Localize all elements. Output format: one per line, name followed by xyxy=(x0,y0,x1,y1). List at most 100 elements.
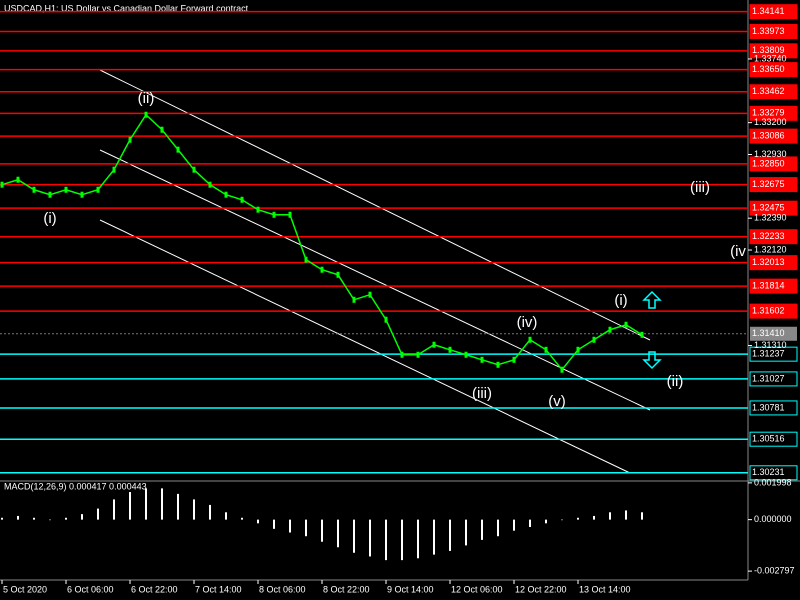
price-bar xyxy=(608,326,612,333)
price-bar xyxy=(400,351,404,358)
macd-bar xyxy=(97,508,99,520)
x-tick-label: 13 Oct 14:00 xyxy=(579,584,631,594)
level-label: 1.30516 xyxy=(752,434,785,444)
macd-bar xyxy=(65,517,67,520)
level-label-box xyxy=(749,177,798,193)
up-arrow xyxy=(642,290,662,309)
macd-bar xyxy=(225,512,227,520)
price-bar xyxy=(416,351,420,358)
level-label: 1.33809 xyxy=(752,45,785,55)
macd-bar xyxy=(625,510,627,520)
y-tick-label: 1.32930 xyxy=(754,149,787,159)
level-label-box xyxy=(749,465,798,481)
level-label: 1.33086 xyxy=(752,130,785,140)
macd-bar xyxy=(577,517,579,520)
macd-bar xyxy=(241,517,243,520)
macd-bar xyxy=(465,519,467,546)
price-bar xyxy=(0,181,4,188)
macd-bar xyxy=(513,519,515,531)
macd-bar xyxy=(209,504,211,520)
price-bar xyxy=(336,271,340,278)
x-tick-label: 8 Oct 06:00 xyxy=(259,584,306,594)
macd-bar xyxy=(33,517,35,520)
price-bar xyxy=(432,341,436,348)
macd-bar xyxy=(129,492,131,520)
level-label-box xyxy=(749,156,798,172)
price-bar xyxy=(256,206,260,213)
macd-bar xyxy=(369,519,371,557)
channel-line xyxy=(99,69,651,341)
level-label-box xyxy=(749,303,798,319)
price-bar xyxy=(160,126,164,133)
level-label-box xyxy=(749,62,798,78)
y-tick-label: 1.31310 xyxy=(754,340,787,350)
y-tick-label: -0.002797 xyxy=(754,565,795,575)
level-label: 1.32233 xyxy=(752,231,785,241)
macd-bar xyxy=(289,519,291,533)
y-tick-label: 1.32390 xyxy=(754,213,787,223)
price-bar xyxy=(176,146,180,153)
level-label: 1.32675 xyxy=(752,179,785,189)
macd-bar xyxy=(145,488,147,520)
macd-bar xyxy=(545,519,547,524)
level-label: 1.34141 xyxy=(752,6,785,16)
price-bar xyxy=(352,296,356,303)
price-bar xyxy=(528,336,532,343)
macd-bar xyxy=(561,519,563,521)
price-bar xyxy=(592,336,596,343)
price-bar xyxy=(464,351,468,358)
price-bar xyxy=(16,176,20,183)
macd-bar xyxy=(609,512,611,520)
macd-bar xyxy=(177,493,179,520)
y-tick-label: 1.33740 xyxy=(754,53,787,63)
level-label-box xyxy=(749,400,798,416)
price-bar xyxy=(640,331,644,338)
macd-bar xyxy=(273,519,275,529)
level-label: 1.32013 xyxy=(752,257,785,267)
price-bar xyxy=(496,361,500,368)
macd-bar xyxy=(353,519,355,553)
wave-label: (iv xyxy=(730,243,746,260)
wave-label: (i) xyxy=(43,210,56,227)
macd-bar xyxy=(433,519,435,555)
level-label-box xyxy=(749,84,798,100)
level-label-box xyxy=(749,105,798,121)
price-bar xyxy=(576,346,580,353)
macd-bar xyxy=(417,519,419,559)
price-bar xyxy=(560,366,564,373)
macd-bar xyxy=(17,515,19,520)
wave-label: (iii) xyxy=(472,385,492,402)
price-bar xyxy=(624,321,628,328)
price-bar xyxy=(224,191,228,198)
macd-bar xyxy=(385,519,387,561)
x-tick-label: 6 Oct 22:00 xyxy=(131,584,178,594)
price-bar xyxy=(544,346,548,353)
down-arrow xyxy=(642,351,662,370)
level-label-box xyxy=(749,431,798,447)
channel-line xyxy=(99,149,651,411)
price-bar xyxy=(96,186,100,193)
macd-bar xyxy=(49,519,51,521)
level-label: 1.33462 xyxy=(752,86,785,96)
macd-bar xyxy=(81,514,83,520)
level-label: 1.32850 xyxy=(752,158,785,168)
price-bar xyxy=(512,356,516,363)
level-label-box xyxy=(749,255,798,271)
wave-label: (ii) xyxy=(667,373,684,390)
level-label-box xyxy=(749,229,798,245)
level-label: 1.31027 xyxy=(752,373,785,383)
price-bar xyxy=(448,346,452,353)
price-bar xyxy=(32,186,36,193)
macd-bar xyxy=(321,519,323,542)
price-bar xyxy=(208,181,212,188)
macd-bar xyxy=(401,519,403,561)
wave-label: (iii) xyxy=(690,179,710,196)
macd-bar xyxy=(497,519,499,537)
price-bar xyxy=(112,166,116,173)
price-bar xyxy=(288,211,292,218)
macd-bar xyxy=(641,512,643,520)
price-bar xyxy=(128,136,132,143)
macd-bar xyxy=(529,519,531,528)
